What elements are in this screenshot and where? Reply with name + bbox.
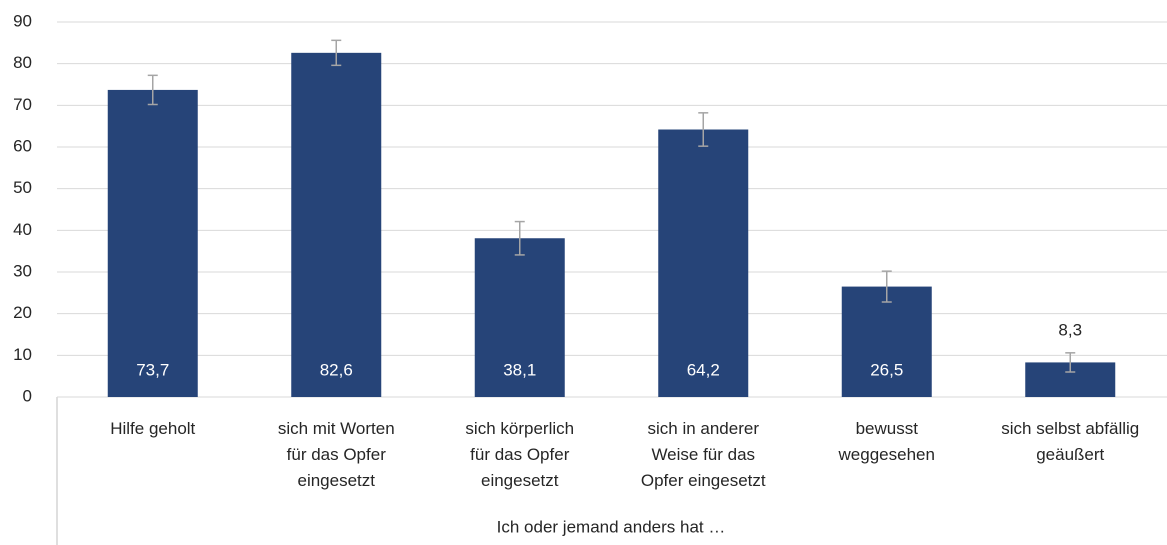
bar [291,52,382,397]
bar [107,89,198,398]
y-tick-label: 20 [13,303,32,322]
y-tick-label: 0 [23,386,32,405]
value-label: 26,5 [870,360,903,379]
y-tick-label: 40 [13,220,32,239]
x-tick-label: sich selbst abfällig geäußert [1001,419,1139,464]
y-tick-label: 50 [13,178,32,197]
value-label: 73,7 [136,360,169,379]
x-tick-label: sich mit Worten für das Opfer eingesetzt [278,419,395,490]
x-axis-title: Ich oder jemand anders hat … [497,517,726,536]
value-label: 8,3 [1058,320,1082,339]
bar [658,129,749,397]
x-tick-label: sich körperlich für das Opfer eingesetzt [465,419,574,490]
bar [474,238,565,397]
value-label: 38,1 [503,360,536,379]
y-tick-label: 60 [13,136,32,155]
x-tick-label: sich in anderer Weise für das Opfer einges… [641,419,766,490]
x-tick-label: Hilfe geholt [110,419,195,438]
bar [841,286,932,397]
value-label: 64,2 [687,360,720,379]
y-tick-label: 90 [13,11,32,30]
y-tick-label: 80 [13,53,32,72]
x-tick-label: bewusst weggesehen [838,419,935,464]
y-tick-label: 30 [13,261,32,280]
y-tick-label: 70 [13,95,32,114]
value-label: 82,6 [320,360,353,379]
y-tick-label: 10 [13,345,32,364]
